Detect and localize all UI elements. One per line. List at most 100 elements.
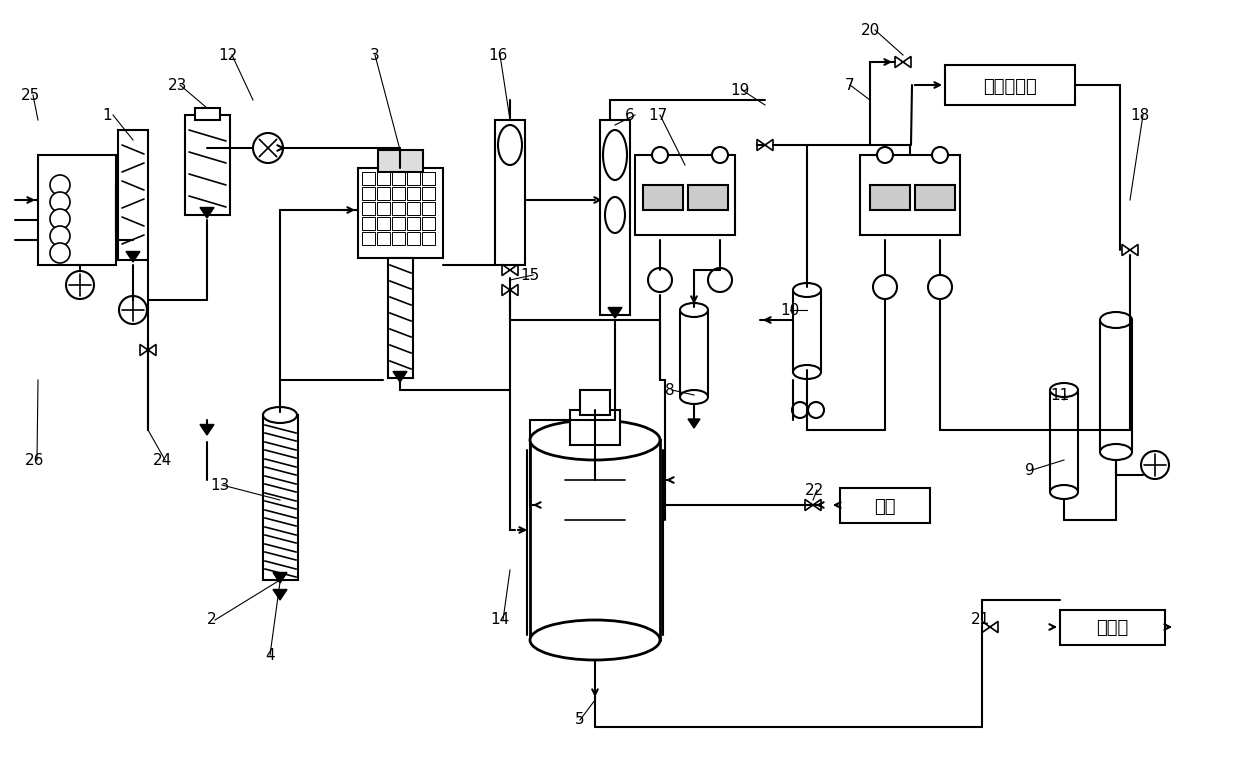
Circle shape	[119, 296, 148, 324]
Bar	[600, 120, 630, 315]
Bar	[185, 115, 229, 215]
Text: 4: 4	[265, 648, 275, 662]
Ellipse shape	[680, 303, 708, 317]
Bar	[407, 202, 420, 215]
Bar	[861, 155, 960, 235]
Circle shape	[792, 402, 808, 418]
Bar	[529, 440, 660, 640]
Bar	[392, 172, 405, 185]
Bar	[392, 232, 405, 245]
Bar	[407, 232, 420, 245]
Bar	[422, 202, 435, 215]
Polygon shape	[393, 372, 407, 382]
Bar	[392, 202, 405, 215]
Polygon shape	[273, 590, 286, 600]
Text: 24: 24	[154, 452, 172, 467]
Ellipse shape	[1100, 312, 1132, 328]
Bar	[362, 202, 374, 215]
Circle shape	[652, 147, 668, 163]
Bar	[422, 172, 435, 185]
Circle shape	[50, 209, 69, 229]
Polygon shape	[1122, 245, 1138, 256]
Polygon shape	[502, 264, 518, 276]
Ellipse shape	[529, 620, 660, 660]
Bar	[407, 217, 420, 230]
Bar	[422, 187, 435, 200]
Bar	[362, 187, 374, 200]
Polygon shape	[805, 499, 821, 510]
Text: 26: 26	[25, 452, 45, 467]
Bar	[1050, 390, 1078, 490]
Text: 22: 22	[805, 482, 825, 498]
Text: 21: 21	[971, 612, 990, 627]
Text: 11: 11	[1050, 387, 1070, 402]
Text: 2: 2	[207, 612, 217, 627]
Text: 5: 5	[575, 713, 585, 728]
Text: 23: 23	[169, 78, 187, 93]
Text: 16: 16	[489, 48, 507, 63]
Text: 17: 17	[649, 107, 667, 122]
Bar	[392, 217, 405, 230]
Text: 9: 9	[1025, 463, 1035, 477]
Circle shape	[66, 271, 94, 299]
Circle shape	[649, 268, 672, 292]
Polygon shape	[608, 307, 622, 318]
Bar	[495, 120, 525, 265]
Circle shape	[877, 147, 893, 163]
Text: 3: 3	[370, 48, 379, 63]
Bar	[794, 290, 821, 370]
Bar	[38, 155, 117, 265]
Ellipse shape	[603, 130, 627, 180]
Bar	[839, 488, 930, 523]
Bar	[392, 187, 405, 200]
Bar	[195, 108, 219, 120]
Bar	[945, 65, 1075, 105]
Bar	[118, 130, 148, 260]
Ellipse shape	[498, 125, 522, 165]
Text: 粗产品: 粗产品	[1096, 619, 1128, 637]
Text: 19: 19	[730, 82, 750, 97]
Text: 1: 1	[102, 107, 112, 122]
Circle shape	[253, 133, 283, 163]
Polygon shape	[200, 424, 215, 435]
Bar	[362, 232, 374, 245]
Bar	[263, 415, 298, 580]
Bar	[570, 410, 620, 445]
Circle shape	[50, 243, 69, 263]
Text: 尾气至婆外: 尾气至婆外	[983, 78, 1037, 96]
Text: 氨水: 氨水	[874, 498, 895, 516]
Polygon shape	[140, 344, 156, 356]
Polygon shape	[200, 208, 215, 218]
Polygon shape	[895, 56, 911, 67]
Text: 8: 8	[665, 383, 675, 397]
Circle shape	[932, 147, 949, 163]
Bar	[870, 185, 910, 210]
Text: 20: 20	[861, 23, 879, 38]
Circle shape	[50, 226, 69, 246]
Ellipse shape	[1100, 444, 1132, 460]
Bar	[688, 185, 728, 210]
Text: 18: 18	[1131, 107, 1149, 122]
Text: 13: 13	[211, 477, 229, 492]
Bar	[1060, 610, 1166, 645]
Ellipse shape	[529, 420, 660, 460]
Text: 25: 25	[20, 88, 40, 103]
Circle shape	[50, 175, 69, 195]
Bar	[377, 172, 391, 185]
Ellipse shape	[1050, 383, 1078, 397]
Bar	[644, 185, 683, 210]
Bar	[377, 202, 391, 215]
Circle shape	[928, 275, 952, 299]
Ellipse shape	[794, 283, 821, 297]
Text: 7: 7	[846, 78, 854, 93]
Polygon shape	[982, 622, 998, 633]
Bar	[377, 187, 391, 200]
Circle shape	[708, 268, 732, 292]
Text: 14: 14	[490, 612, 510, 627]
Bar	[915, 185, 955, 210]
Bar	[422, 232, 435, 245]
Circle shape	[712, 147, 728, 163]
Circle shape	[50, 192, 69, 212]
Polygon shape	[688, 419, 701, 428]
Bar	[377, 217, 391, 230]
